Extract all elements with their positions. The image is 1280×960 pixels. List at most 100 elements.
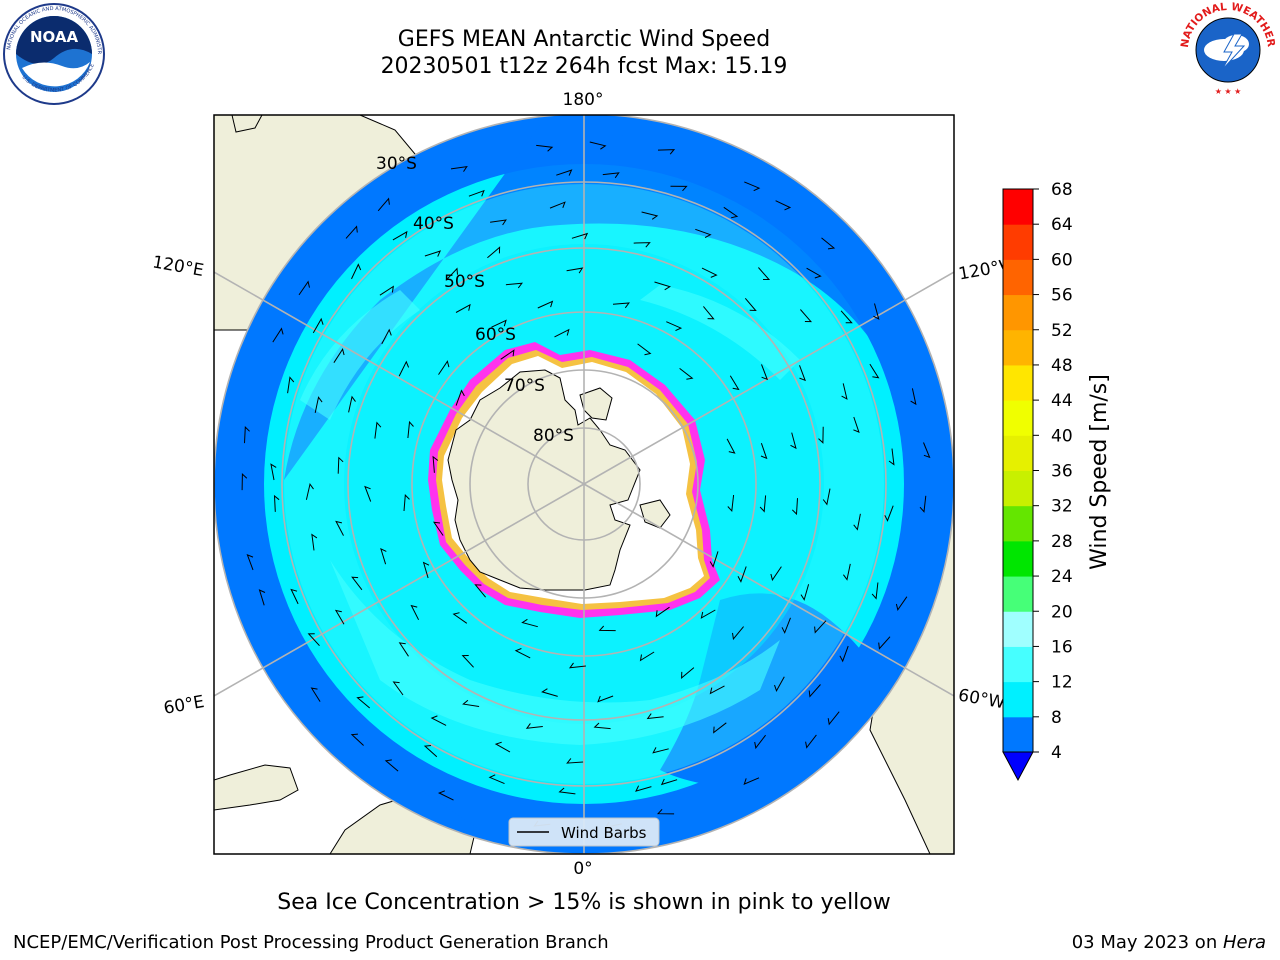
wind-barb	[494, 741, 511, 753]
wind-barb	[701, 267, 718, 278]
wind-barb	[381, 328, 392, 345]
wind-barb	[842, 563, 851, 581]
wind-barb	[392, 230, 408, 241]
wind-barb	[895, 596, 908, 611]
wind-barb	[273, 494, 280, 512]
wind-barb	[709, 685, 725, 695]
wind-barb	[695, 228, 712, 239]
colorbar-tick-label: 64	[1051, 215, 1073, 235]
colorbar-tick-label: 4	[1051, 743, 1062, 763]
wind-barb	[430, 715, 447, 726]
wind-barb	[679, 368, 694, 380]
wind-barb	[487, 246, 501, 259]
lon-label-0: 0°	[573, 859, 592, 879]
wind-barb	[364, 485, 372, 502]
wind-barb	[800, 309, 813, 323]
wind-barb	[799, 365, 806, 382]
wind-barb	[878, 636, 891, 650]
wind-barb	[334, 609, 345, 625]
colorbar-tick-label: 16	[1051, 637, 1073, 657]
wind-barb	[871, 582, 879, 600]
colorbar-band	[1003, 716, 1033, 753]
wind-barb	[568, 662, 586, 669]
wind-barb	[566, 267, 584, 274]
wind-barb	[525, 723, 543, 729]
wind-barb	[410, 604, 420, 621]
wind-barb	[258, 589, 266, 606]
wind-barb	[869, 363, 880, 379]
wind-barb	[438, 360, 450, 375]
wind-barb	[468, 189, 485, 197]
wind-barb	[407, 420, 414, 439]
wind-barb	[853, 513, 861, 531]
wind-barb	[853, 416, 860, 433]
footer-credit: NCEP/EMC/Verification Post Processing Pr…	[13, 932, 609, 953]
wind-barb	[808, 684, 821, 698]
wind-barb	[307, 633, 320, 647]
colorbar-tick-label: 68	[1051, 180, 1073, 200]
wind-barb	[432, 455, 439, 473]
colorbar-tick-label: 44	[1051, 391, 1073, 411]
colorbar-tick-label: 48	[1051, 356, 1073, 376]
wind-barb	[709, 551, 719, 568]
wind-barb	[656, 808, 675, 815]
colorbar-tick-label: 36	[1051, 462, 1073, 482]
wind-barb	[598, 625, 616, 632]
colorbar-band	[1003, 435, 1033, 471]
wind-barb	[743, 777, 760, 785]
wind-barb	[602, 172, 620, 179]
colorbar-band	[1003, 189, 1033, 225]
colorbar-tick-label: 24	[1051, 567, 1073, 587]
colorbar-band	[1003, 646, 1033, 683]
wind-barb	[241, 472, 248, 491]
wind-barb	[589, 141, 607, 150]
wind-barb	[348, 395, 356, 413]
colorbar-band	[1003, 576, 1033, 612]
chart-title: GEFS MEAN Antarctic Wind Speed	[397, 27, 771, 52]
wind-barb	[461, 655, 474, 668]
wind-barb	[298, 280, 310, 296]
wind-barb	[729, 375, 740, 391]
wind-barb	[403, 493, 410, 512]
wind-barb	[356, 696, 371, 709]
wind-barb	[398, 360, 410, 377]
colorbar-band	[1003, 329, 1033, 366]
svg-text:★ ★ ★: ★ ★ ★	[1215, 87, 1242, 96]
colorbar-tick-label: 60	[1051, 250, 1073, 270]
wind-barb	[571, 232, 589, 240]
wind-barbs	[241, 141, 931, 828]
wind-barb	[839, 645, 849, 663]
wind-barb	[840, 310, 853, 324]
wind-barb	[713, 722, 727, 734]
wind-barb	[305, 483, 314, 500]
chart-subtitle: 20230501 t12z 264h fcst Max: 15.19	[380, 54, 788, 79]
wind-barb	[637, 343, 652, 356]
colorbar-label: Wind Speed [m/s]	[1087, 374, 1112, 570]
wind-barb	[723, 206, 739, 219]
wind-barb	[272, 327, 284, 343]
wind-barb	[500, 349, 515, 360]
wind-barb	[821, 237, 836, 250]
wind-barb	[681, 667, 695, 680]
wind-barb	[888, 448, 895, 466]
lat-label-30s: 30°S	[376, 154, 417, 174]
wind-barb	[379, 285, 394, 296]
wind-barb	[474, 584, 486, 598]
wind-barb	[791, 498, 798, 516]
wind-barb	[655, 606, 670, 618]
wind-barb	[556, 169, 573, 176]
wind-barb	[455, 389, 465, 406]
wind-barb	[384, 759, 399, 772]
colorbar-band	[1003, 611, 1033, 647]
wind-barb	[781, 617, 791, 634]
wind-barb	[652, 747, 669, 754]
wind-barb	[398, 642, 409, 657]
wind-barb	[775, 200, 792, 211]
wind-barb	[345, 225, 358, 239]
footer-date-text: 03 May 2023 on	[1071, 932, 1223, 953]
lat-label-50s: 50°S	[444, 272, 485, 292]
footer-host: Hera	[1222, 932, 1266, 953]
wind-barb	[270, 463, 277, 481]
wind-barb	[380, 547, 387, 565]
